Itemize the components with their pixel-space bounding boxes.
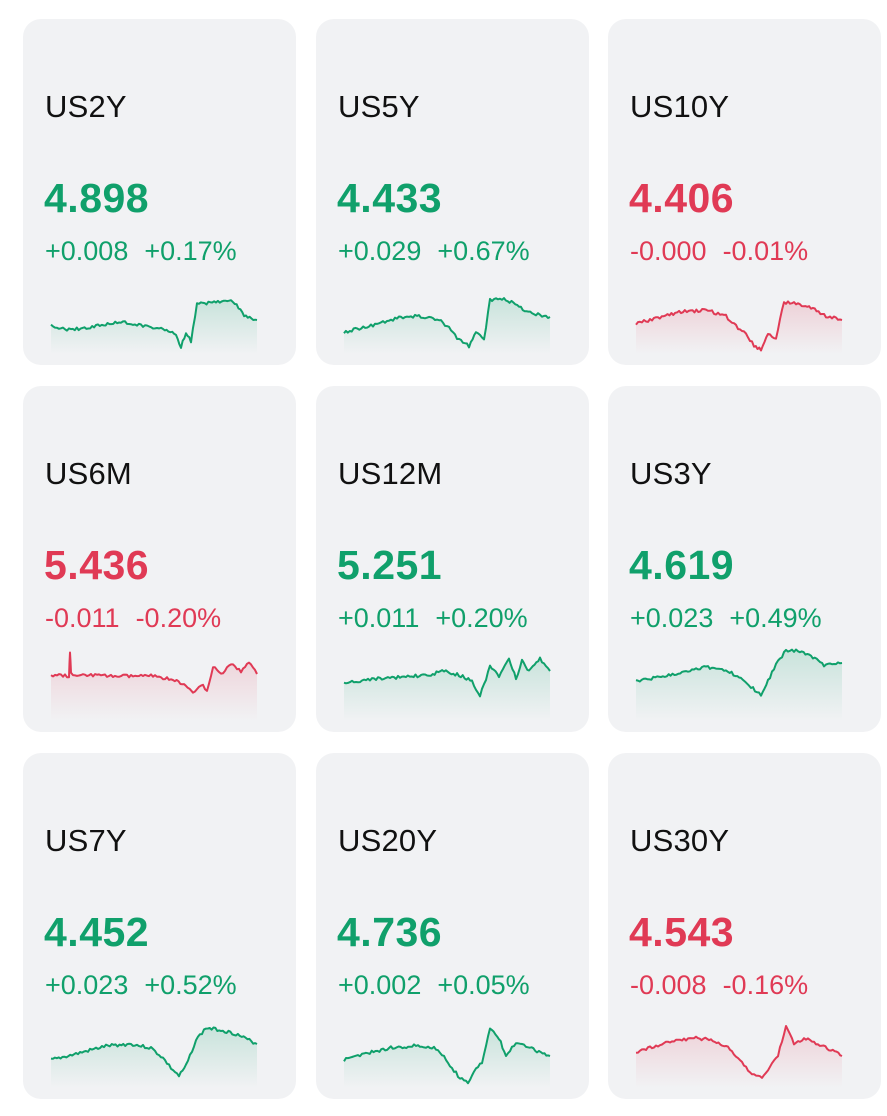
sparkline-line xyxy=(343,656,551,698)
change-percent: +0.52% xyxy=(144,970,237,1000)
sparkline-chart xyxy=(635,300,843,354)
change-value: +0.002 xyxy=(338,970,422,1000)
sparkline-chart xyxy=(50,1026,258,1088)
sparkline-area xyxy=(344,298,550,354)
change-value: -0.008 xyxy=(630,970,707,1000)
sparkline-area xyxy=(636,649,842,721)
sparkline-area xyxy=(51,300,257,354)
change-value: -0.011 xyxy=(45,603,120,633)
yield-value: 4.898 xyxy=(44,175,150,221)
change-percent: -0.16% xyxy=(722,970,809,1000)
change-value: +0.023 xyxy=(45,970,129,1000)
yield-value: 4.736 xyxy=(337,909,443,955)
change-row: +0.008 +0.17% xyxy=(45,236,237,267)
change-row: +0.023 +0.49% xyxy=(630,603,822,634)
change-percent: +0.20% xyxy=(435,603,528,633)
change-row: -0.008 -0.16% xyxy=(630,970,808,1001)
change-value: +0.029 xyxy=(338,236,422,266)
change-percent: +0.05% xyxy=(437,970,530,1000)
sparkline-area xyxy=(344,1028,550,1088)
change-row: +0.029 +0.67% xyxy=(338,236,530,267)
yield-value: 5.436 xyxy=(44,542,150,588)
symbol-label: US2Y xyxy=(45,89,127,124)
sparkline-chart xyxy=(343,297,551,354)
yield-value: 4.619 xyxy=(629,542,735,588)
sparkline-area xyxy=(636,1026,842,1088)
card-us5y[interactable]: US5Y 4.433 +0.029 +0.67% xyxy=(316,19,589,365)
sparkline-chart xyxy=(343,1027,551,1088)
sparkline-area xyxy=(51,1027,257,1088)
sparkline-chart xyxy=(635,1025,843,1088)
yield-value: 4.433 xyxy=(337,175,443,221)
change-row: -0.000 -0.01% xyxy=(630,236,808,267)
sparkline-chart xyxy=(50,651,258,721)
symbol-label: US6M xyxy=(45,456,132,491)
change-value: +0.011 xyxy=(338,603,420,633)
sparkline-chart xyxy=(50,299,258,354)
yield-value: 4.543 xyxy=(629,909,735,955)
sparkline-line xyxy=(343,1027,551,1085)
sparkline-area xyxy=(51,652,257,721)
card-us6m[interactable]: US6M 5.436 -0.011 -0.20% xyxy=(23,386,296,732)
symbol-label: US3Y xyxy=(630,456,712,491)
symbol-label: US7Y xyxy=(45,823,127,858)
symbol-label: US5Y xyxy=(338,89,420,124)
symbol-label: US20Y xyxy=(338,823,438,858)
symbol-label: US30Y xyxy=(630,823,730,858)
change-value: -0.000 xyxy=(630,236,707,266)
sparkline-chart xyxy=(635,648,843,721)
change-row: +0.002 +0.05% xyxy=(338,970,530,1001)
sparkline-area xyxy=(344,657,550,721)
sparkline-line xyxy=(50,1026,258,1078)
card-us12m[interactable]: US12M 5.251 +0.011 +0.20% xyxy=(316,386,589,732)
card-us10y[interactable]: US10Y 4.406 -0.000 -0.01% xyxy=(608,19,881,365)
card-us3y[interactable]: US3Y 4.619 +0.023 +0.49% xyxy=(608,386,881,732)
change-row: -0.011 -0.20% xyxy=(45,603,221,634)
sparkline-line xyxy=(50,651,258,694)
change-percent: +0.49% xyxy=(729,603,822,633)
sparkline-area xyxy=(636,301,842,354)
symbol-label: US10Y xyxy=(630,89,730,124)
sparkline-line xyxy=(635,300,843,352)
change-row: +0.023 +0.52% xyxy=(45,970,237,1001)
change-value: +0.008 xyxy=(45,236,129,266)
change-percent: +0.67% xyxy=(437,236,530,266)
sparkline-chart xyxy=(343,656,551,721)
symbol-label: US12M xyxy=(338,456,443,491)
sparkline-line xyxy=(635,648,843,697)
card-us7y[interactable]: US7Y 4.452 +0.023 +0.52% xyxy=(23,753,296,1099)
card-us2y[interactable]: US2Y 4.898 +0.008 +0.17% xyxy=(23,19,296,365)
change-percent: -0.20% xyxy=(135,603,222,633)
sparkline-line xyxy=(635,1025,843,1079)
change-value: +0.023 xyxy=(630,603,714,633)
card-us20y[interactable]: US20Y 4.736 +0.002 +0.05% xyxy=(316,753,589,1099)
card-us30y[interactable]: US30Y 4.543 -0.008 -0.16% xyxy=(608,753,881,1099)
yield-value: 5.251 xyxy=(337,542,443,588)
change-percent: -0.01% xyxy=(722,236,809,266)
yield-value: 4.406 xyxy=(629,175,735,221)
sparkline-line xyxy=(343,297,551,349)
change-percent: +0.17% xyxy=(144,236,237,266)
sparkline-line xyxy=(50,299,258,349)
change-row: +0.011 +0.20% xyxy=(338,603,528,634)
yield-value: 4.452 xyxy=(44,909,150,955)
